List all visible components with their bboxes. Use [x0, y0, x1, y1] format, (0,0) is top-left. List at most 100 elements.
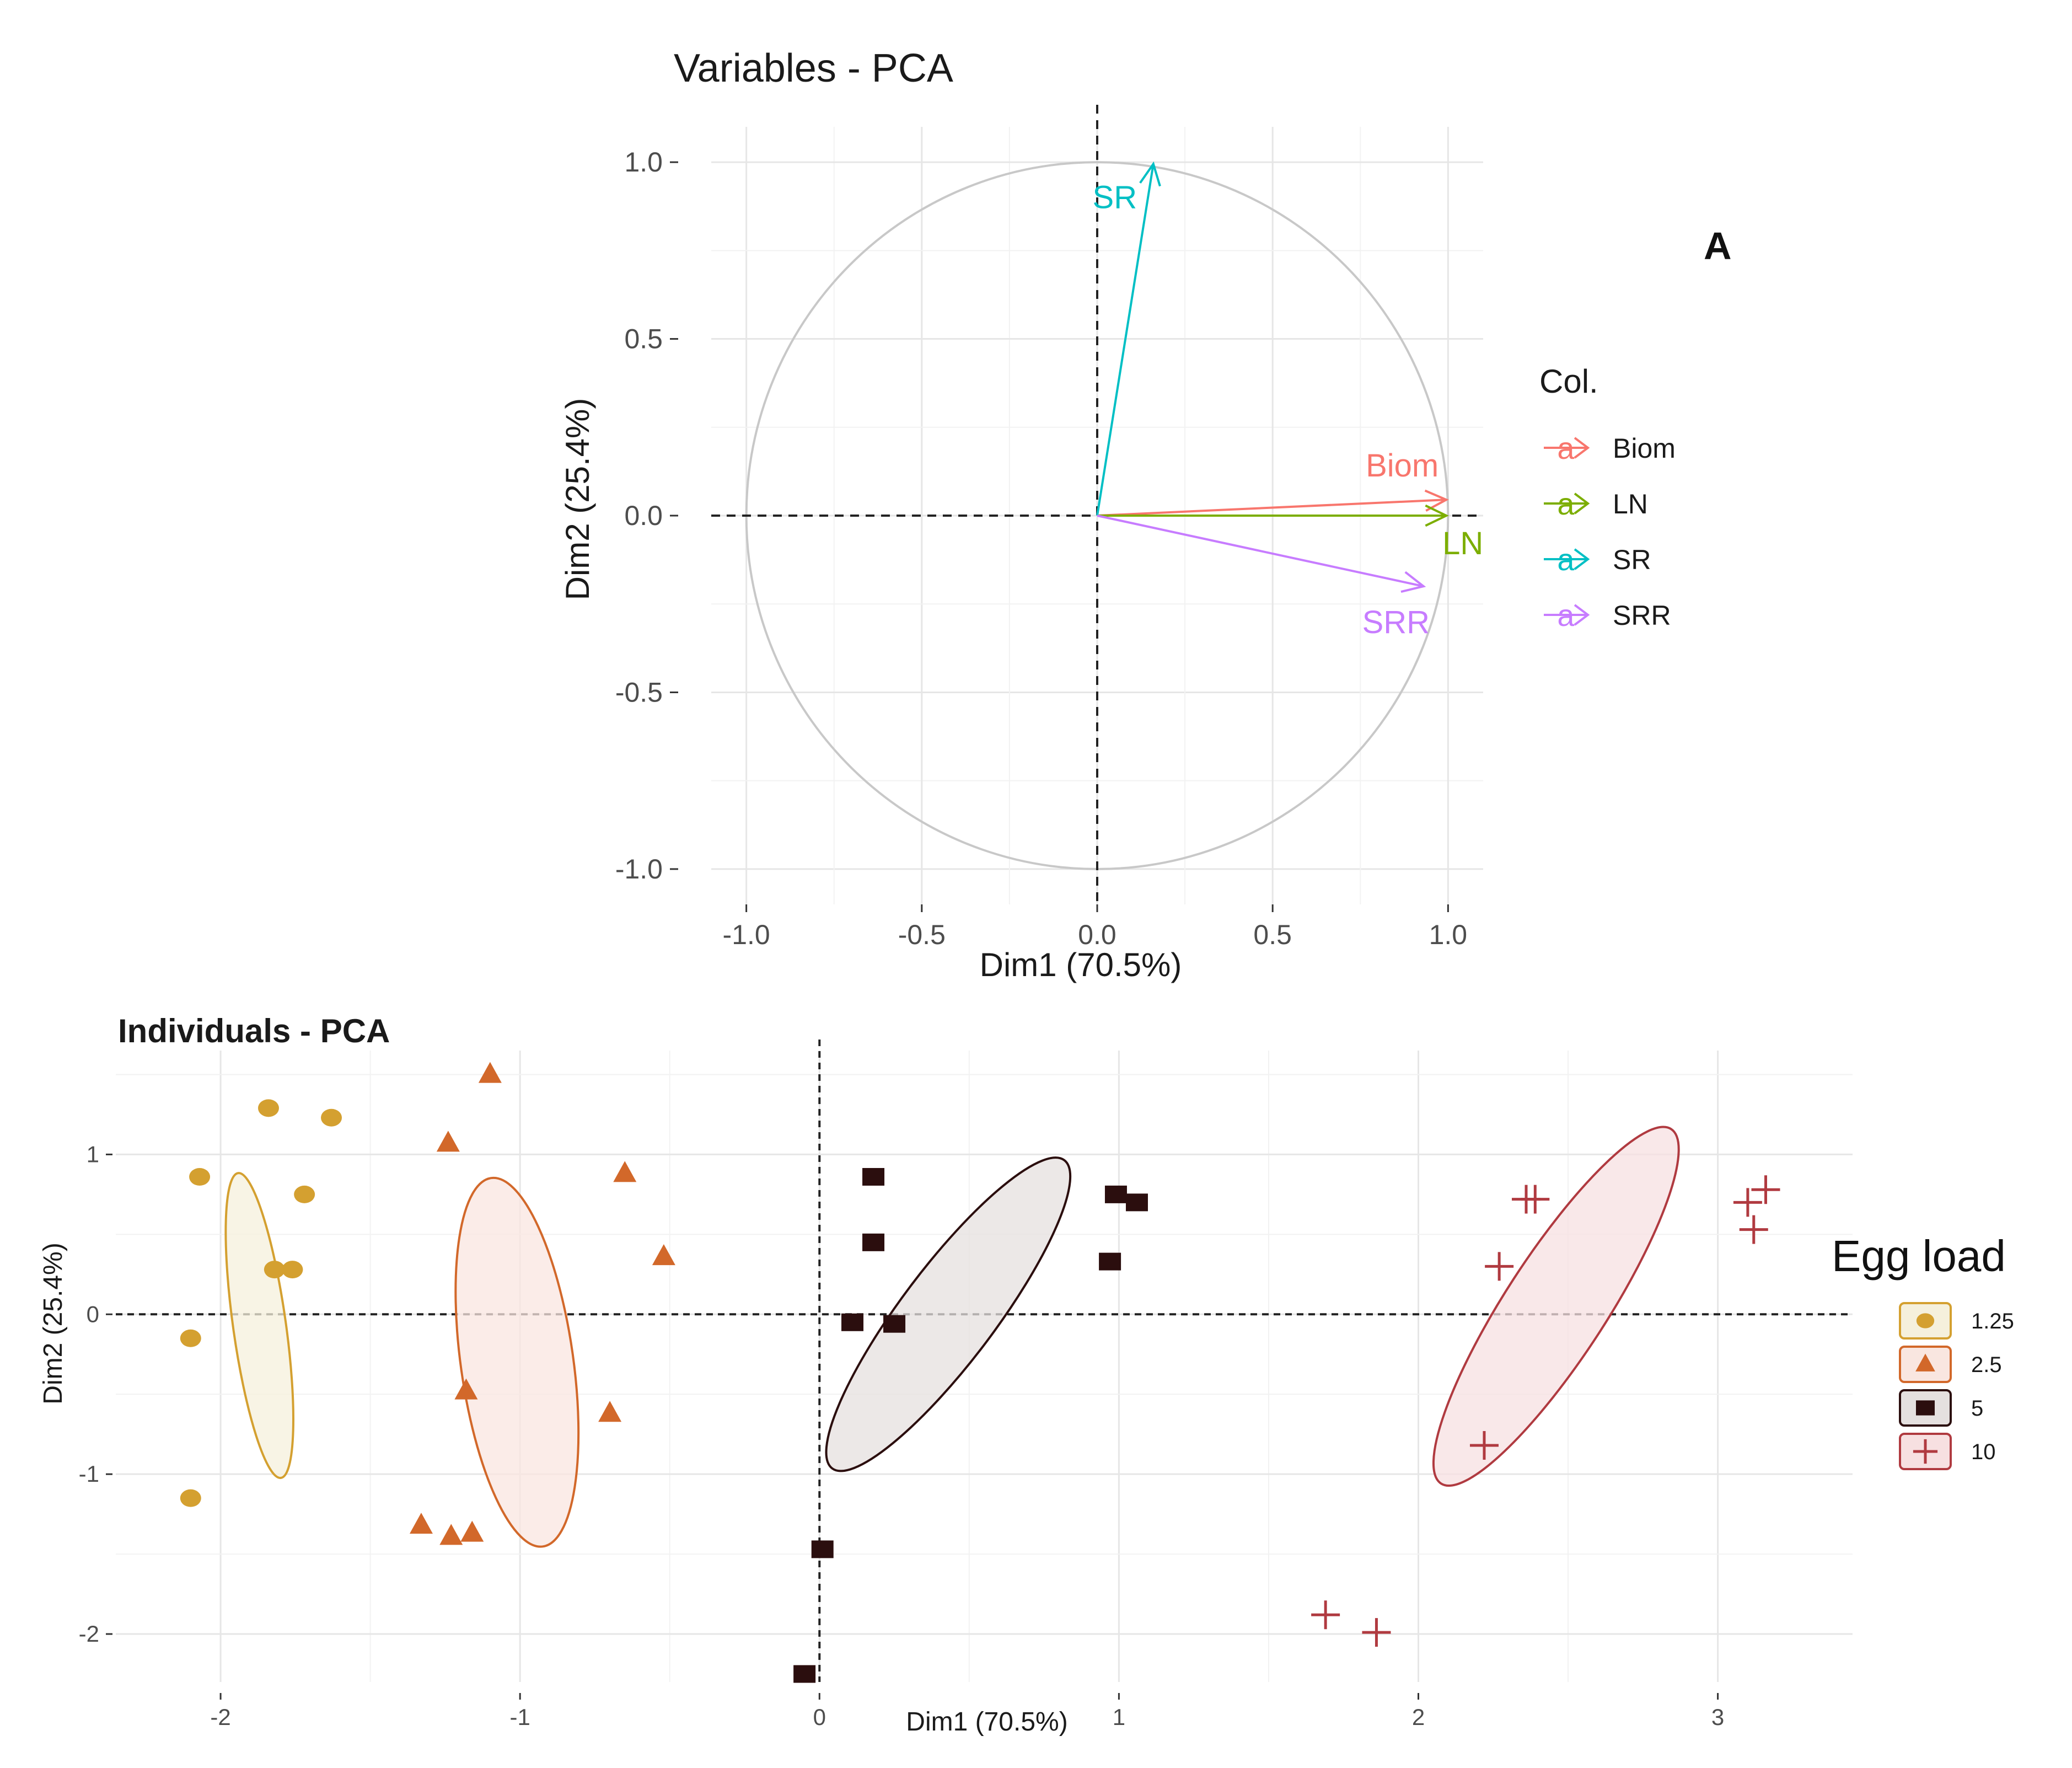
- legend-a-key-arrow: [1574, 437, 1590, 459]
- point-egg-load-10: [1469, 1431, 1499, 1460]
- point-egg-load-5: [811, 1540, 834, 1558]
- vector-arrowhead-ln: [1425, 504, 1449, 527]
- panel-a-x-ticks: -1.0 -0.5 0.0 0.5 1.0: [723, 904, 1468, 950]
- panel-a-x-tick-label: 0.0: [1078, 919, 1116, 950]
- point-egg-load-10: [1751, 1175, 1780, 1204]
- point-egg-load-5: [1099, 1252, 1121, 1271]
- legend-a-label-sr: SR: [1613, 544, 1651, 575]
- individual-points: [180, 1062, 1780, 1683]
- point-egg-load-5: [883, 1315, 906, 1333]
- legend-a-label-biom: Biom: [1613, 433, 1676, 464]
- point-egg-load-2.5: [460, 1520, 484, 1542]
- legend-a-key-arrow: [1574, 604, 1590, 626]
- legend-a-label-srr: SRR: [1613, 600, 1671, 631]
- point-egg-load-1.25: [282, 1261, 303, 1279]
- point-egg-load-5: [793, 1665, 816, 1683]
- panel-a-y-tick-label: 0.0: [624, 500, 663, 531]
- point-egg-load-5: [1125, 1193, 1148, 1212]
- point-egg-load-1.25: [264, 1261, 285, 1279]
- panel-b-x-tick-label: -2: [210, 1704, 230, 1730]
- panel-b-x-tick-label: 2: [1412, 1704, 1425, 1730]
- point-egg-load-10: [1733, 1188, 1762, 1217]
- panel-b-x-tick-label: 0: [813, 1704, 826, 1730]
- legend-b-marker-10: [1913, 1439, 1938, 1464]
- panel-b-y-tick-label: 1: [87, 1141, 99, 1167]
- panel-b-y-ticks: 1 0 -1 -2: [79, 1141, 112, 1647]
- legend-b-marker-2.5: [1915, 1353, 1935, 1371]
- panel-b-x-tick-label: 1: [1113, 1704, 1125, 1730]
- legend-b-title: Egg load: [1832, 1231, 2006, 1281]
- legend-b-marker-1.25: [1916, 1313, 1935, 1328]
- panel-b-x-axis-label: Dim1 (70.5%): [906, 1707, 1067, 1737]
- point-egg-load-10: [1739, 1215, 1768, 1244]
- point-egg-load-1.25: [294, 1185, 315, 1203]
- panel-a-y-tick-label: -1.0: [615, 854, 663, 885]
- ellipse-egg-load-2.5: [454, 1176, 580, 1548]
- legend-b-marker-5: [1916, 1400, 1935, 1416]
- point-egg-load-5: [862, 1168, 885, 1186]
- legend-a-key-glyph: a: [1557, 431, 1575, 465]
- vector-biom: [1097, 499, 1447, 517]
- point-egg-load-2.5: [478, 1062, 502, 1083]
- panel-a-x-tick-label: -1.0: [723, 919, 770, 950]
- legend-a-key-arrow: [1574, 548, 1590, 570]
- point-egg-load-2.5: [439, 1524, 463, 1545]
- legend-b-label-10: 10: [1971, 1440, 1996, 1464]
- legend-a-label-ln: LN: [1613, 489, 1648, 519]
- vector-arrowhead-sr: [1139, 161, 1161, 187]
- legend-a-key-glyph: a: [1557, 486, 1575, 521]
- variable-vectors: Biom LN SR SRR: [1093, 161, 1483, 640]
- panel-b-title: Individuals - PCA: [118, 1012, 390, 1049]
- point-egg-load-10: [1485, 1252, 1514, 1281]
- panel-a-legend: Col. a Biom a LN a SR a SRR: [1539, 363, 1676, 633]
- legend-b-label-5: 5: [1971, 1396, 1983, 1421]
- panel-a-y-axis-label: Dim2 (25.4%): [559, 398, 596, 601]
- panel-a-y-tick-label: 1.0: [624, 147, 663, 178]
- panel-b-background: [116, 1051, 1853, 1682]
- panel-b-x-ticks: -2 -1 0 1 2 3: [210, 1693, 1724, 1730]
- confidence-ellipses: [224, 1126, 1680, 1548]
- point-egg-load-1.25: [180, 1329, 201, 1347]
- point-egg-load-1.25: [189, 1168, 211, 1186]
- point-egg-load-10: [1362, 1618, 1391, 1647]
- point-egg-load-10: [1521, 1185, 1550, 1214]
- panel-b-grid: [116, 1051, 1853, 1682]
- point-egg-load-5: [841, 1313, 864, 1331]
- ellipse-egg-load-5: [825, 1156, 1072, 1472]
- panel-a-y-tick-label: 0.5: [624, 324, 663, 355]
- legend-a-key-arrow: [1574, 492, 1590, 515]
- panel-a-x-tick-label: 1.0: [1429, 919, 1468, 950]
- vector-label-biom: Biom: [1366, 448, 1438, 484]
- legend-a-key-glyph: a: [1557, 598, 1575, 633]
- variables-pca-panel: Variables - PCA A Biom LN SR SRR -1.0 -0.5 0.…: [559, 46, 1732, 983]
- panel-a-x-tick-label: -0.5: [898, 919, 946, 950]
- vector-label-srr: SRR: [1362, 604, 1430, 640]
- ellipse-egg-load-1.25: [224, 1172, 294, 1479]
- vector-label-sr: SR: [1093, 179, 1137, 215]
- point-egg-load-1.25: [321, 1108, 342, 1127]
- panel-b-x-tick-label: -1: [510, 1704, 530, 1730]
- legend-a-title: Col.: [1539, 363, 1598, 400]
- point-egg-load-2.5: [598, 1401, 622, 1422]
- point-egg-load-2.5: [409, 1513, 433, 1534]
- panel-a-title: Variables - PCA: [674, 46, 953, 90]
- vector-label-ln: LN: [1442, 526, 1483, 561]
- panel-b-y-tick-label: -2: [79, 1621, 99, 1647]
- panel-a-y-tick-label: -0.5: [615, 677, 663, 708]
- point-egg-load-2.5: [613, 1161, 637, 1182]
- point-egg-load-2.5: [652, 1244, 675, 1266]
- point-egg-load-10: [1311, 1600, 1340, 1630]
- point-egg-load-5: [862, 1233, 885, 1251]
- panel-a-x-tick-label: 0.5: [1253, 919, 1292, 950]
- panel-a-y-ticks: 1.0 0.5 0.0 -0.5 -1.0: [615, 147, 678, 885]
- legend-a-items: a Biom a LN a SR a SRR: [1544, 431, 1676, 633]
- panel-a-letter: A: [1704, 224, 1732, 267]
- legend-b-label-2.5: 2.5: [1971, 1353, 2002, 1377]
- point-egg-load-2.5: [436, 1131, 460, 1152]
- legend-b-items: 1.25 2.5 5 10: [1899, 1302, 2014, 1470]
- panel-b-legend: Egg load 1.25 2.5 5 10: [1832, 1231, 2014, 1470]
- legend-b-label-1.25: 1.25: [1971, 1309, 2014, 1333]
- vector-srr: [1097, 515, 1424, 588]
